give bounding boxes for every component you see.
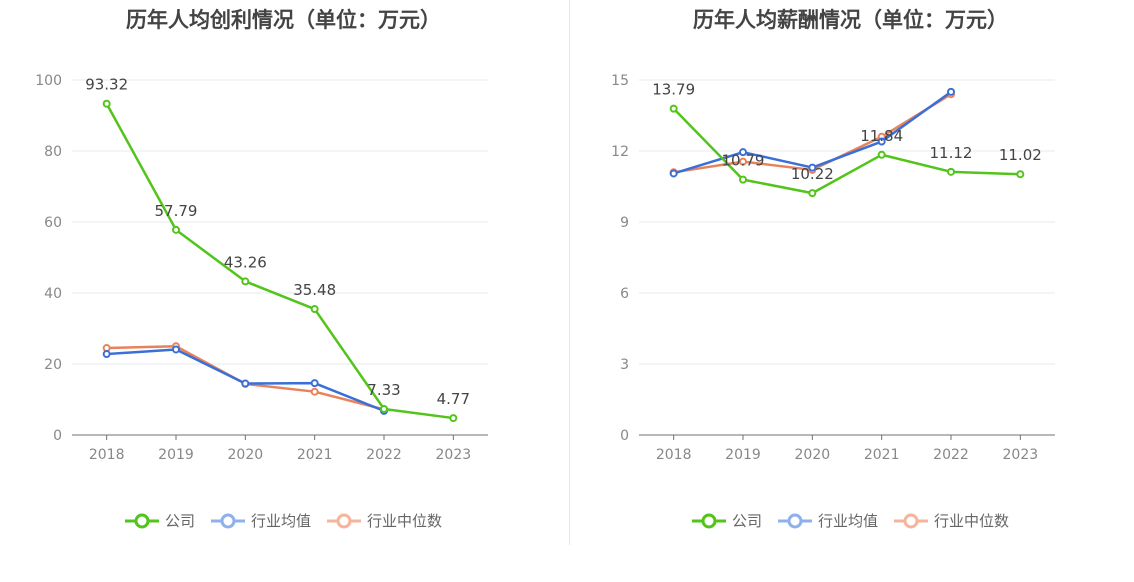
legend-label-company: 公司 — [164, 512, 195, 530]
data-label: 10.79 — [722, 152, 765, 170]
data-point-industry-avg — [102, 350, 111, 359]
legend-item-industry-avg[interactable]: 行业均值 — [777, 510, 878, 531]
data-point-company — [102, 99, 111, 108]
data-point-industry-avg — [808, 163, 817, 172]
legend-swatch-median-icon — [894, 513, 928, 528]
data-point-industry-avg — [310, 379, 319, 388]
legend-swatch-company-icon — [691, 513, 726, 528]
data-point-industry-avg — [739, 148, 747, 157]
x-tick-label: 2023 — [436, 447, 472, 463]
y-tick-label: 20 — [44, 357, 62, 373]
legend-item-company[interactable]: 公司 — [691, 510, 762, 531]
data-point-company — [241, 277, 250, 286]
x-tick-label: 2019 — [158, 447, 194, 463]
legend-label-company: 公司 — [731, 512, 762, 530]
data-point-company — [947, 167, 955, 176]
legend-item-company[interactable]: 公司 — [124, 510, 195, 531]
panel-divider — [569, 0, 570, 545]
salary-per-capita-chart: 0 3 6 9 12 15 2018 2019 2020 2021 2022 2023 13.79 10.… — [611, 73, 1055, 463]
data-label: 57.79 — [155, 202, 198, 220]
data-point-industry-avg — [877, 137, 886, 146]
x-tick-label: 2022 — [933, 447, 969, 463]
y-tick-label: 100 — [35, 73, 62, 89]
legend-item-industry-median[interactable]: 行业中位数 — [327, 510, 442, 531]
legend-swatch-avg-icon — [210, 513, 245, 528]
x-tick-label: 2018 — [656, 447, 692, 463]
data-label: 11.84 — [860, 127, 903, 145]
chart-title-salary: 历年人均薪酬情况（单位：万元） — [693, 8, 1008, 32]
data-point-industry-avg — [172, 345, 180, 354]
y-tick-label: 15 — [611, 73, 629, 89]
y-tick-label: 0 — [53, 428, 62, 444]
x-tick-label: 2020 — [795, 447, 831, 463]
data-point-industry-median — [739, 157, 747, 166]
y-tick-label: 3 — [620, 357, 629, 373]
data-label: 4.77 — [437, 390, 470, 408]
profit-per-capita-chart: 0 20 40 60 80 100 2018 2019 2020 2021 2022 2023 93.3… — [35, 73, 488, 463]
data-point-company — [380, 404, 388, 413]
y-tick-label: 6 — [620, 286, 629, 302]
y-tick-label: 0 — [620, 428, 629, 444]
chart-title-profit: 历年人均创利情况（单位：万元） — [126, 8, 441, 32]
legend-profit: 公司 行业均值 行业中位数 — [0, 510, 567, 531]
legend-swatch-company-icon — [124, 513, 159, 528]
legend-label-industry-median: 行业中位数 — [367, 512, 443, 530]
data-point-company — [739, 175, 747, 184]
data-point-company — [877, 150, 886, 159]
data-label: 35.48 — [293, 281, 336, 299]
legend-label-industry-median: 行业中位数 — [934, 512, 1010, 530]
right-chart-panel: 历年人均薪酬情况（单位：万元） 0 3 6 9 12 15 2018 2019 2020 2021… — [567, 0, 1134, 582]
data-label: 10.22 — [791, 165, 834, 183]
data-label: 13.79 — [652, 81, 695, 99]
x-tick-label: 2021 — [864, 447, 900, 463]
data-label: 43.26 — [224, 253, 267, 271]
legend-swatch-avg-icon — [777, 513, 812, 528]
series-line-company — [105, 103, 454, 420]
series-line-industry-median — [106, 345, 385, 411]
y-tick-label: 12 — [611, 144, 629, 160]
legend-salary: 公司 行业均值 行业中位数 — [567, 510, 1134, 531]
data-point-industry-avg — [669, 169, 678, 178]
data-point-industry-avg — [947, 87, 955, 96]
data-label: 11.12 — [930, 144, 973, 162]
y-tick-label: 40 — [44, 286, 62, 302]
data-label: 11.02 — [999, 146, 1042, 164]
data-point-company — [669, 104, 678, 113]
data-point-industry-median — [310, 387, 319, 396]
y-tick-label: 80 — [44, 144, 62, 160]
data-point-company — [1016, 170, 1025, 179]
data-point-company — [172, 225, 180, 234]
legend-swatch-median-icon — [327, 513, 361, 528]
x-tick-label: 2022 — [366, 447, 402, 463]
data-point-company — [310, 305, 319, 314]
x-tick-label: 2021 — [297, 447, 333, 463]
left-chart-panel: 历年人均创利情况（单位：万元） 0 20 40 60 80 100 2018 2019 2020… — [0, 8, 567, 531]
legend-item-industry-median[interactable]: 行业中位数 — [894, 510, 1009, 531]
data-point-company — [808, 189, 817, 198]
x-tick-label: 2019 — [725, 447, 761, 463]
legend-item-industry-avg[interactable]: 行业均值 — [210, 510, 311, 531]
data-label: 93.32 — [85, 76, 128, 94]
legend-label-industry-avg: 行业均值 — [817, 512, 878, 530]
data-point-company — [449, 414, 458, 423]
data-label: 7.33 — [367, 381, 400, 399]
x-tick-label: 2020 — [228, 447, 264, 463]
x-tick-label: 2023 — [1003, 447, 1039, 463]
y-tick-label: 9 — [620, 215, 629, 231]
y-tick-label: 60 — [44, 215, 62, 231]
legend-label-industry-avg: 行业均值 — [250, 512, 311, 530]
x-tick-label: 2018 — [89, 447, 125, 463]
data-point-industry-avg — [241, 379, 250, 388]
series-line-company — [672, 107, 1021, 195]
